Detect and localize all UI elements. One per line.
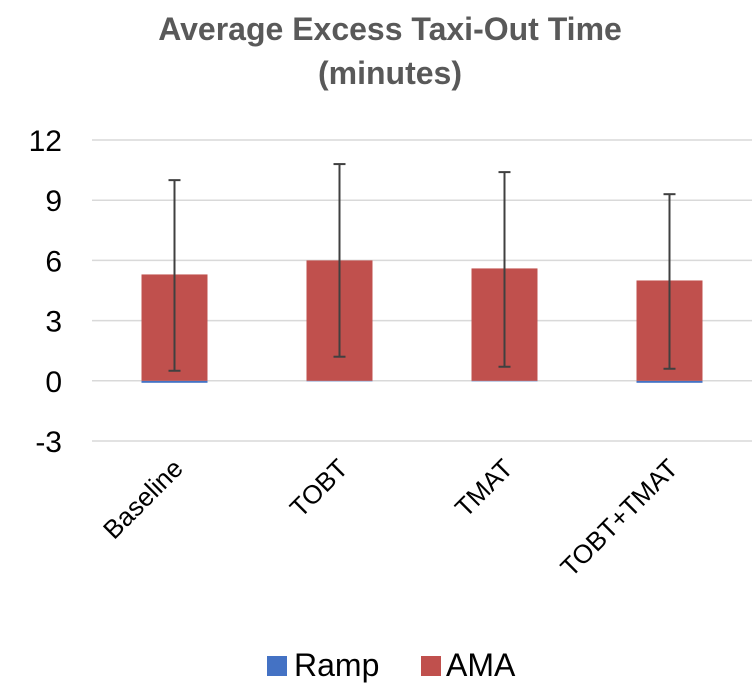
legend-label-ramp: Ramp bbox=[294, 647, 379, 683]
legend-swatch-ama bbox=[421, 656, 441, 676]
y-tick-label: 3 bbox=[45, 306, 62, 339]
x-category-label: TOBT+TMAT bbox=[554, 453, 683, 582]
legend-swatch-ramp bbox=[267, 656, 287, 676]
y-tick-label: 12 bbox=[29, 125, 62, 158]
y-tick-label: 6 bbox=[45, 245, 62, 278]
y-tick-label: 9 bbox=[45, 185, 62, 218]
error-bars bbox=[168, 163, 676, 372]
x-axis-labels: Baseline TOBT TMAT TOBT+TMAT bbox=[97, 453, 684, 582]
y-axis-ticks: 12 9 6 3 0 -3 bbox=[29, 125, 62, 459]
bar-ramp bbox=[636, 380, 703, 383]
x-category-label: Baseline bbox=[97, 453, 189, 545]
legend-label-ama: AMA bbox=[446, 647, 516, 683]
chart-title-line-1: Average Excess Taxi-Out Time bbox=[158, 11, 622, 47]
bar-ramp bbox=[471, 380, 538, 382]
bar-ramp bbox=[141, 380, 208, 383]
legend: Ramp AMA bbox=[267, 647, 516, 683]
x-category-label: TOBT bbox=[284, 453, 354, 523]
bars bbox=[141, 260, 703, 383]
y-tick-label: -3 bbox=[35, 426, 62, 459]
bar-ramp bbox=[306, 380, 373, 382]
chart-title-line-2: (minutes) bbox=[318, 55, 462, 91]
y-tick-label: 0 bbox=[45, 366, 62, 399]
x-category-label: TMAT bbox=[449, 453, 519, 523]
